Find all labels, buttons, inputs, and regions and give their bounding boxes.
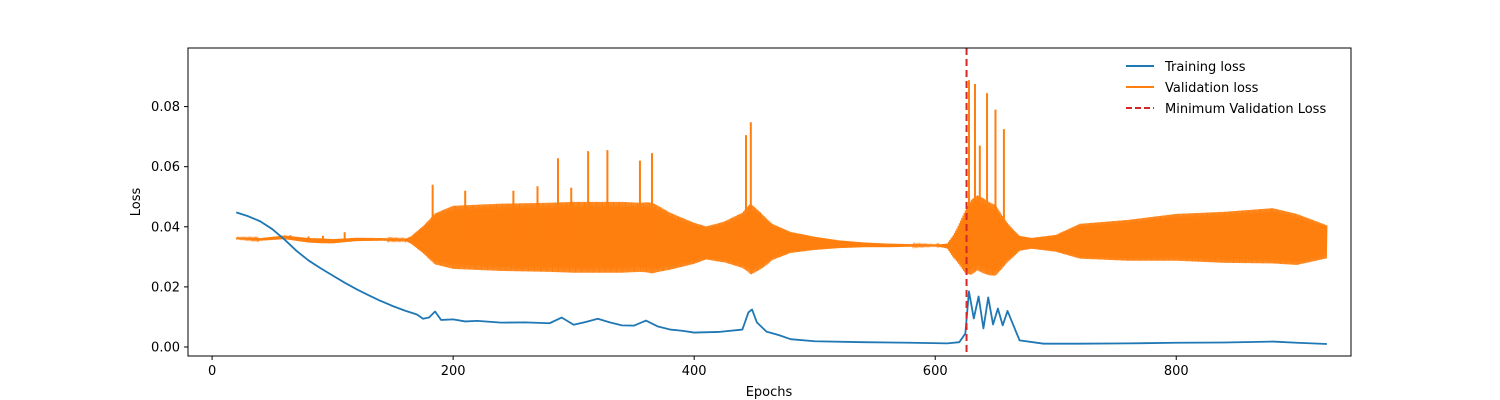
- y-tick-label: 0.04: [151, 220, 180, 235]
- x-axis-ticks: 0 200 400 600 800: [208, 356, 1189, 379]
- y-tick-label: 0.08: [151, 100, 180, 115]
- legend: Training loss Validation loss Minimum Va…: [1126, 60, 1326, 117]
- x-tick-label: 800: [1164, 364, 1189, 379]
- y-axis-label: Loss: [129, 188, 144, 217]
- training-loss-line: [235, 211, 1327, 345]
- legend-validation-label: Validation loss: [1165, 81, 1259, 96]
- plot-frame: [187, 47, 1352, 357]
- legend-training-label: Training loss: [1164, 60, 1246, 75]
- series-layer: [235, 80, 1328, 345]
- y-axis-ticks: 0.00 0.02 0.04 0.06 0.08: [151, 100, 188, 355]
- x-tick-label: 400: [682, 364, 707, 379]
- legend-minimum-label: Minimum Validation Loss: [1165, 102, 1326, 117]
- x-tick-label: 0: [208, 364, 216, 379]
- x-tick-label: 200: [441, 364, 466, 379]
- y-tick-label: 0.06: [151, 160, 180, 175]
- plot-background: [188, 48, 1351, 356]
- x-axis-label: Epochs: [746, 385, 793, 400]
- x-tick-label: 600: [923, 364, 948, 379]
- y-tick-label: 0.02: [151, 280, 180, 295]
- validation-loss-line: [235, 195, 1328, 276]
- y-tick-label: 0.00: [151, 340, 180, 355]
